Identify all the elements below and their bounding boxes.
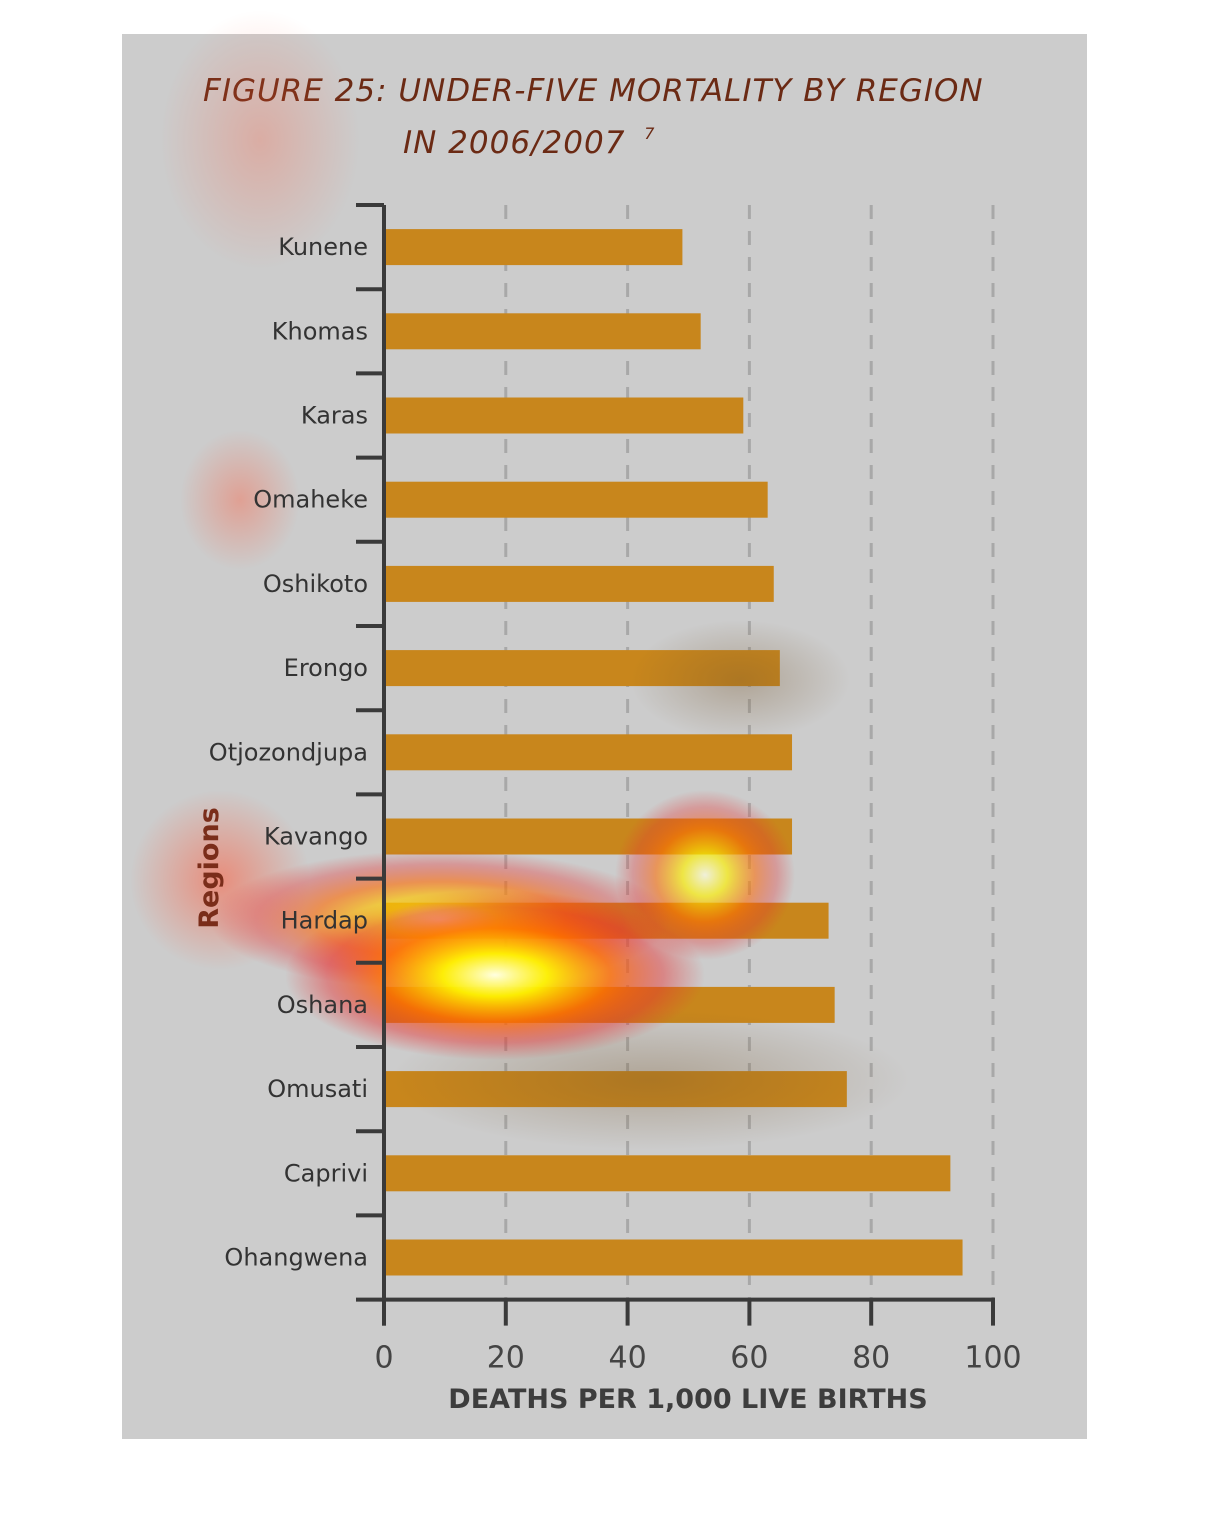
heat-soft-top-left <box>160 10 360 270</box>
x-axis-label: DEATHS PER 1,000 LIVE BIRTHS <box>448 1384 927 1415</box>
chart-title-footnote: 7 <box>644 124 655 143</box>
attention-heatmap-overlay <box>130 10 910 1150</box>
bar-oshikoto <box>384 565 774 602</box>
category-label-oshana: Oshana <box>277 991 368 1019</box>
bar-kunene <box>384 229 683 266</box>
x-tick-label-20: 20 <box>487 1341 525 1376</box>
x-tick-label-100: 100 <box>964 1341 1021 1376</box>
category-label-caprivi: Caprivi <box>284 1159 368 1187</box>
heat-soft-omaheke <box>180 430 300 570</box>
category-label-otjozondjupa: Otjozondjupa <box>209 738 368 766</box>
bar-caprivi <box>384 1155 951 1192</box>
category-label-khomas: Khomas <box>272 317 368 345</box>
category-label-kavango: Kavango <box>264 823 368 851</box>
x-tick-label-40: 40 <box>609 1341 647 1376</box>
category-label-ohangwena: Ohangwena <box>224 1244 368 1272</box>
category-label-karas: Karas <box>301 402 368 430</box>
chart-title-line2-group: IN 2006/2007 7 <box>403 124 655 161</box>
heat-spot-main <box>285 890 705 1060</box>
bar-karas <box>384 397 744 434</box>
bar-omaheke <box>384 481 768 518</box>
category-label-hardap: Hardap <box>281 907 368 935</box>
x-tick-label-80: 80 <box>852 1341 890 1376</box>
chart-title-line2: IN 2006/2007 <box>403 125 625 161</box>
category-label-erongo: Erongo <box>284 654 368 682</box>
axes: Kunene Khomas Karas Omaheke Oshikoto Erongo Ot… <box>209 203 1022 1376</box>
category-label-omaheke: Omaheke <box>253 486 368 514</box>
category-label-kunene: Kunene <box>278 233 368 261</box>
heat-shade-erongo <box>630 620 850 740</box>
x-tick-label-0: 0 <box>374 1341 393 1376</box>
y-axis-label: Regions <box>194 807 225 929</box>
x-tick-label-60: 60 <box>730 1341 768 1376</box>
category-label-omusati: Omusati <box>267 1075 368 1103</box>
bar-otjozondjupa <box>384 734 793 771</box>
bar-ohangwena <box>384 1239 963 1276</box>
bar-khomas <box>384 313 701 350</box>
category-label-oshikoto: Oshikoto <box>263 570 368 598</box>
